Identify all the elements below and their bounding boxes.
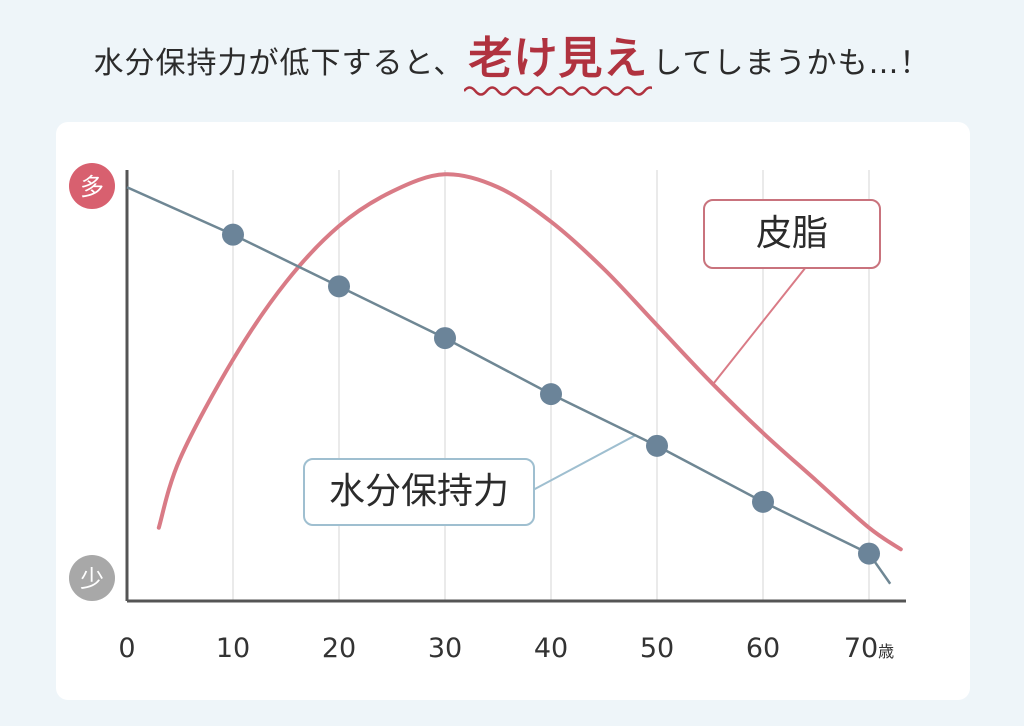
title-emphasis-text: 老け見え <box>468 33 649 84</box>
x-tick-label-10: 10 <box>216 633 250 664</box>
callout-connectors <box>532 266 807 491</box>
page-title: 水分保持力が低下すると、老け見え してしまうかも…！ <box>0 22 1024 96</box>
y-badge-high: 多 <box>69 163 115 209</box>
y-badge-high-label: 多 <box>80 173 104 201</box>
water-point-70 <box>858 542 880 565</box>
y-badge-low: 少 <box>69 555 115 601</box>
title-suffix: してしまうかも…！ <box>652 46 931 81</box>
title-prefix: 水分保持力が低下すると、 <box>93 46 465 81</box>
axes <box>125 170 906 603</box>
x-tick-label-40: 40 <box>534 633 568 664</box>
sebum-label: 皮脂 <box>703 199 881 269</box>
water-retention-label: 水分保持力 <box>303 458 535 526</box>
water-point-60 <box>752 490 774 513</box>
series-markers <box>222 223 880 565</box>
x-unit-label: 歳 <box>878 642 894 661</box>
x-tick-label-30: 30 <box>428 633 462 664</box>
y-badge-low-label: 少 <box>80 565 104 593</box>
x-tick-label-60: 60 <box>746 633 780 664</box>
wavy-underline <box>464 86 653 96</box>
x-tick-label-70: 70歳 <box>844 633 894 664</box>
water-point-40 <box>540 383 562 406</box>
x-tick-labels: 0 10 20 30 40 50 60 70歳 <box>118 633 894 664</box>
water-point-30 <box>434 327 456 350</box>
sebum-callout-connector <box>712 266 807 385</box>
x-tick-label-0: 0 <box>118 633 135 664</box>
water-callout-connector <box>532 434 637 491</box>
title-emphasis: 老け見え <box>464 22 653 96</box>
x-tick-label-20: 20 <box>322 633 356 664</box>
water-point-50 <box>646 434 668 457</box>
water-point-10 <box>222 223 244 246</box>
sebum-curve <box>156 172 903 552</box>
x-tick-label-50: 50 <box>640 633 674 664</box>
water-point-20 <box>328 275 350 298</box>
